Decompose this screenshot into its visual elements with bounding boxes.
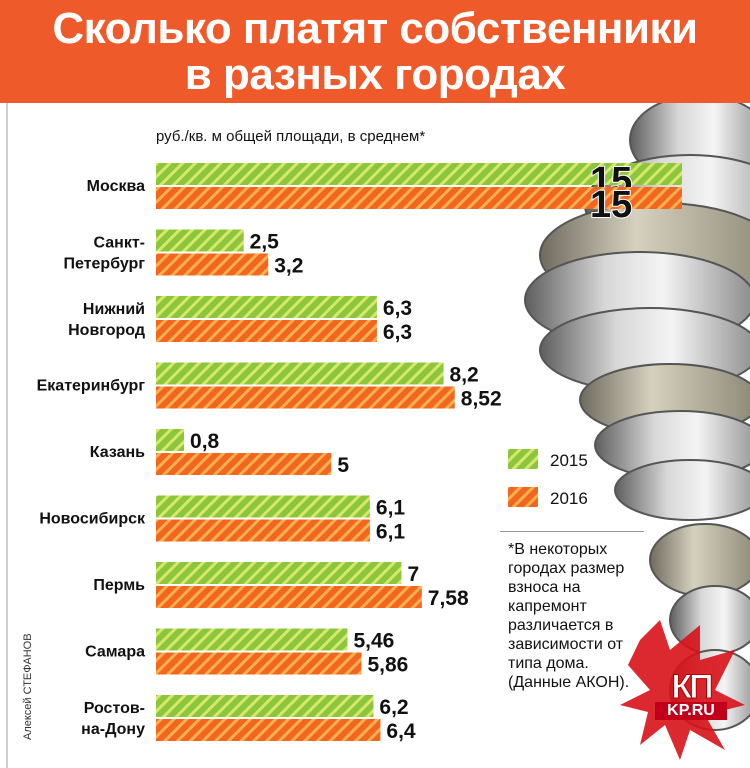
author-credit: Алексей СТЕФАНОВ — [22, 633, 34, 740]
bar-2016 — [156, 519, 370, 542]
category-label: Екатеринбург — [37, 378, 146, 395]
bar-2016 — [156, 386, 455, 409]
kp-logo: КП KP.RU — [655, 668, 727, 726]
coin-group — [524, 94, 750, 731]
legend-swatch-2015 — [508, 449, 538, 469]
bar-2016 — [156, 586, 422, 608]
data-label-2015: 6,2 — [379, 696, 408, 719]
data-label-2015: 6,1 — [376, 497, 406, 520]
footnote: *В некоторых городах размер взноса на ка… — [508, 541, 630, 691]
data-label-2016: 3,2 — [274, 255, 303, 278]
header-banner: Сколько платят собственники в разных гор… — [0, 0, 750, 103]
data-label-2015: 6,3 — [383, 297, 412, 320]
bar-2016 — [156, 253, 269, 276]
data-label-2015: 8,2 — [450, 364, 479, 387]
legend-divider — [500, 531, 644, 532]
bar-2016 — [156, 453, 332, 475]
category-label: Казань — [90, 444, 145, 461]
bar-2015 — [156, 362, 444, 385]
data-label-2016: 5,86 — [367, 654, 408, 677]
logo-mark: КП — [671, 668, 714, 707]
chart-subtitle: руб./кв. м общей площади, в среднем* — [156, 128, 426, 145]
data-label-2016: 6,4 — [386, 720, 416, 743]
legend-label-2015: 2015 — [550, 451, 588, 470]
bar-2015 — [156, 429, 185, 451]
category-label: Нижний Новгород — [68, 301, 145, 339]
data-label-2016: 7,58 — [428, 587, 469, 610]
bar-2016 — [156, 719, 381, 741]
category-label: Москва — [87, 178, 145, 195]
bar-2016 — [156, 320, 377, 342]
page-title-line-2: в разных городах — [184, 50, 566, 99]
bar-2015 — [156, 229, 244, 252]
left-divider — [6, 103, 8, 768]
data-label-2016: 5 — [337, 454, 349, 477]
data-label-2016: 6,3 — [383, 321, 412, 344]
data-label-2016: 6,1 — [376, 521, 406, 544]
bar-2015 — [156, 628, 348, 651]
page-title-line-1: Сколько платят собственники — [52, 4, 698, 53]
data-label-2015: 0,8 — [190, 430, 220, 453]
category-label: Новосибирск — [39, 511, 146, 528]
category-label: Самара — [85, 644, 145, 661]
data-label-2015: 5,46 — [353, 630, 394, 653]
category-label: Ростов-на-Дону — [81, 700, 145, 738]
category-label: Пермь — [93, 577, 145, 594]
category-label: Санкт-Петербург — [64, 235, 146, 273]
data-label-2016: 8,52 — [461, 388, 502, 411]
splash-icon — [620, 620, 745, 760]
logo-site: KP.RU — [655, 702, 727, 720]
bar-2016 — [156, 187, 682, 209]
data-label-2015: 2,5 — [250, 231, 280, 254]
bar-2015 — [156, 562, 402, 584]
bar-2015 — [156, 163, 682, 185]
legend-swatch-2016 — [508, 487, 538, 507]
bar-2015 — [156, 296, 377, 318]
legend-label-2016: 2016 — [550, 489, 588, 508]
bar-2015 — [156, 495, 370, 518]
data-label-2016: 15 — [590, 184, 632, 226]
bar-2015 — [156, 695, 374, 717]
data-label-2015: 7 — [407, 563, 419, 586]
bar-2016 — [156, 652, 362, 675]
